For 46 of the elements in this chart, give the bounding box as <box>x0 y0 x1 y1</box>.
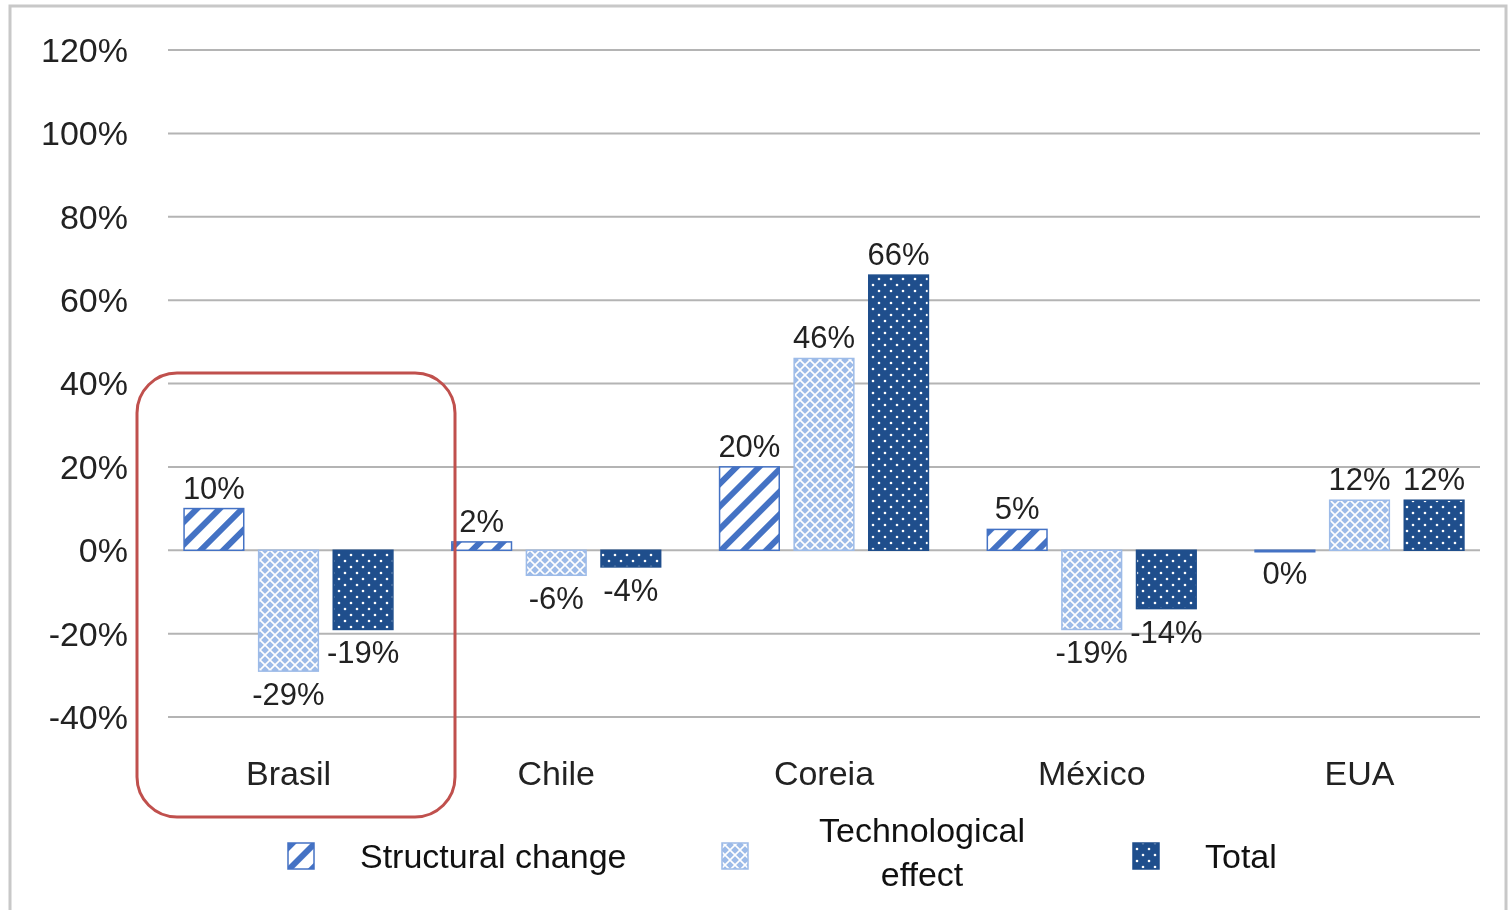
data-label: 5% <box>994 491 1040 527</box>
y-tick-label: 40% <box>59 364 128 403</box>
legend-label: Structural change <box>360 837 627 875</box>
bar <box>1328 499 1391 551</box>
x-tick-label: Brasil <box>245 754 332 792</box>
data-label: 2% <box>459 503 505 539</box>
bar <box>718 466 780 551</box>
bar <box>1135 549 1197 610</box>
bar <box>183 507 245 551</box>
data-label: -19% <box>326 635 400 671</box>
data-label: 66% <box>867 237 930 273</box>
bar <box>793 357 855 551</box>
bar <box>1061 549 1123 631</box>
data-label: -6% <box>528 581 584 617</box>
data-label: 12% <box>1403 462 1466 498</box>
data-label: -19% <box>1055 635 1128 671</box>
bar <box>600 549 662 568</box>
y-tick-label: 100% <box>41 114 128 153</box>
y-tick-label: 60% <box>59 281 128 320</box>
data-label: -4% <box>603 572 659 608</box>
data-label: 0% <box>1262 556 1308 592</box>
data-label: 46% <box>792 320 856 356</box>
bar <box>525 549 587 577</box>
data-label: -29% <box>252 677 325 713</box>
bar <box>451 541 513 551</box>
y-tick-label: 20% <box>59 447 128 486</box>
y-tick-label: -40% <box>48 697 128 736</box>
x-tick-label: México <box>1037 754 1146 792</box>
legend-label: Total <box>1205 837 1277 875</box>
y-tick-label: 0% <box>78 531 128 570</box>
y-tick-label: -20% <box>48 614 128 653</box>
data-label: 12% <box>1328 462 1391 498</box>
legend-label: Technological effect <box>818 811 1026 893</box>
bar <box>332 549 394 631</box>
bar <box>986 528 1048 551</box>
y-tick-label: 80% <box>59 197 128 236</box>
bar <box>257 549 320 672</box>
data-label: -14% <box>1130 614 1203 650</box>
x-tick-label: Chile <box>517 754 595 792</box>
y-tick-label: 120% <box>41 30 128 69</box>
bar <box>1403 499 1465 551</box>
data-label: 10% <box>182 470 245 506</box>
x-tick-label: EUA <box>1324 754 1395 792</box>
x-tick-label: Coreia <box>773 754 875 792</box>
data-label: 20% <box>718 428 781 464</box>
bar <box>868 274 930 551</box>
